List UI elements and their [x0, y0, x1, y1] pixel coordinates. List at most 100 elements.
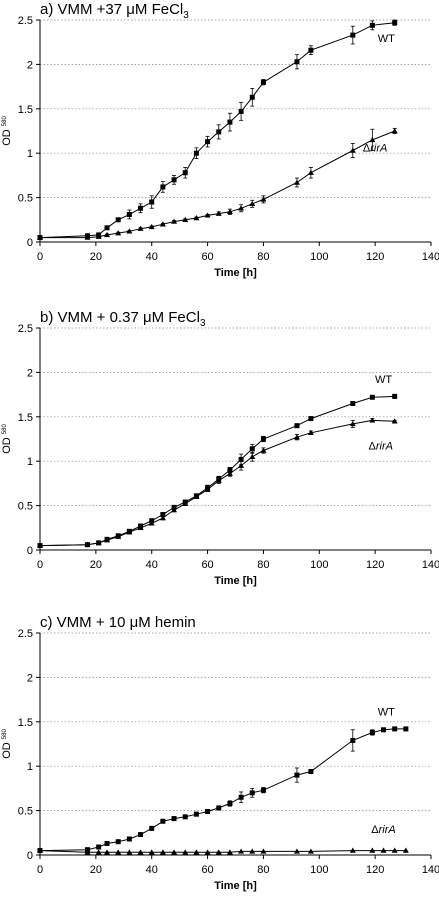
chart-b-point	[215, 477, 222, 483]
chart-c-point	[403, 726, 409, 732]
chart-c-point	[84, 849, 91, 855]
chart-b-point	[95, 539, 102, 546]
chart-c-point	[308, 769, 314, 775]
chart-c-x-tick-label: 60	[201, 864, 213, 876]
chart-a-x-tick-label: 100	[310, 251, 328, 263]
chart-b-point	[160, 511, 166, 517]
chart-a-y-tick-label: 0	[27, 237, 33, 249]
chart-a-point	[226, 208, 233, 215]
chart-b-series-label: WT	[375, 374, 392, 386]
chart-a-y-tick-label: 2	[27, 59, 33, 71]
chart-c-point	[95, 849, 102, 855]
chart-b-point	[369, 417, 376, 423]
chart-c-point	[249, 790, 255, 796]
chart-b-point	[204, 486, 211, 492]
chart-a-point	[84, 234, 91, 240]
chart-b-point	[238, 462, 245, 468]
chart-b-y-tick-label: 0.5	[18, 501, 33, 513]
chart-b-y-tick-label: 2	[27, 367, 33, 379]
chart-b-point	[159, 515, 166, 521]
chart-a-point	[293, 179, 300, 185]
chart-b-title: b) VMM + 0.37 μM FeCl3	[40, 309, 206, 329]
chart-c-x-tick-label: 20	[90, 864, 102, 876]
chart-a-point	[349, 147, 356, 153]
chart-a-y-label-subscript: 580	[2, 116, 8, 127]
chart-c-point	[104, 840, 110, 846]
chart-c-point	[249, 848, 256, 854]
chart-a-point	[260, 196, 267, 202]
chart-c-y-label: OD 580	[1, 729, 13, 759]
chart-c-title: c) VMM + 10 μM hemin	[40, 614, 196, 631]
chart-b-x-label: Time [h]	[214, 575, 257, 587]
chart-c-y-tick-label: 1.5	[18, 717, 33, 729]
chart-a-series-rira	[37, 127, 398, 240]
chart-a-point	[95, 233, 102, 239]
chart-b-title-subscript: 3	[200, 318, 206, 329]
chart-c-x-tick-label: 0	[37, 864, 43, 876]
chart-b-x-tick-label: 0	[37, 559, 43, 571]
chart-c-x-tick-label: 140	[422, 864, 439, 876]
chart-b-point	[249, 446, 255, 452]
chart-c-series-label: ΔrirA	[371, 824, 395, 836]
chart-b-x-tick-label: 60	[201, 559, 213, 571]
chart-b-x-tick-label: 100	[310, 559, 328, 571]
chart-a-point	[193, 215, 200, 221]
chart-a-series-label: ΔrirA	[363, 142, 387, 154]
chart-a-point	[126, 228, 133, 234]
chart-a-y-tick-label: 2.5	[18, 15, 33, 27]
chart-c-point	[115, 839, 121, 845]
chart-b-y-tick-label: 1.5	[18, 412, 33, 424]
chart-c-series-wt	[37, 726, 409, 854]
chart-c-point	[307, 848, 314, 854]
chart-c-point	[369, 729, 375, 735]
chart-b-point	[193, 493, 200, 499]
chart-c-point	[215, 849, 222, 855]
chart-a-point	[204, 212, 211, 218]
chart-a-x-tick-label: 80	[257, 251, 269, 263]
chart-a-point	[238, 205, 245, 211]
chart-a-point	[369, 22, 375, 28]
chart-a-point	[182, 216, 189, 222]
chart-a-title-subscript: 3	[183, 10, 189, 21]
chart-c-point	[369, 847, 376, 853]
chart-b-point	[308, 416, 314, 422]
chart-c-y-tick-label: 0	[27, 850, 33, 862]
chart-a-point	[182, 170, 188, 176]
chart-b-series-line	[39, 395, 395, 547]
chart-a-point	[249, 94, 255, 100]
chart-b-y-tick-label: 2.5	[18, 323, 33, 335]
chart-c-series-rira	[37, 847, 409, 855]
chart-c-point	[350, 737, 356, 743]
chart-a-x-tick-label: 140	[422, 251, 439, 263]
chart-a-point	[260, 79, 266, 85]
chart-b-series-rira	[37, 417, 398, 548]
chart-c-point	[293, 848, 300, 854]
chart-b-point	[391, 418, 398, 424]
chart-c-point	[204, 849, 211, 855]
chart-b-y-label-subscript: 580	[2, 424, 8, 435]
chart-c-point	[381, 727, 387, 733]
chart-b-point	[369, 394, 375, 400]
chart-b-point	[307, 429, 314, 435]
chart-b-y-label: OD 580	[1, 424, 13, 454]
chart-c-point	[193, 811, 199, 817]
chart-c-x-tick-label: 100	[310, 864, 328, 876]
chart-a-point	[249, 200, 256, 207]
chart-a-point	[171, 177, 177, 183]
chart-a-point	[137, 225, 144, 231]
chart-b-point	[260, 447, 267, 453]
chart-c-point	[137, 849, 144, 855]
chart-c-point	[349, 847, 356, 853]
chart-panel-c: c) VMM + 10 μM hemin 0 0.5 1 1.5 2 2.5 0 20 40 60 8…	[1, 614, 439, 892]
chart-c-point	[160, 818, 166, 824]
chart-a-point	[37, 234, 43, 240]
chart-a-point	[391, 128, 398, 134]
chart-c-y-label-subscript: 580	[2, 729, 8, 740]
chart-a-point	[104, 231, 111, 238]
chart-b-point	[249, 453, 256, 459]
chart-a-point	[215, 210, 222, 216]
chart-b-point	[260, 436, 266, 442]
chart-b-point	[227, 467, 233, 473]
chart-b-point	[84, 541, 91, 547]
